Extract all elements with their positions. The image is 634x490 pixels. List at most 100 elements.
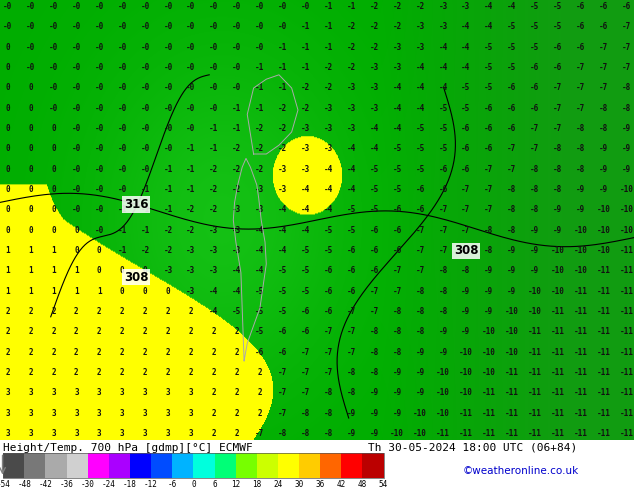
Text: 1: 1 xyxy=(29,246,33,255)
Text: -7: -7 xyxy=(576,104,585,113)
Text: -2: -2 xyxy=(209,205,219,214)
Text: -8: -8 xyxy=(439,266,448,275)
Text: -0: -0 xyxy=(255,43,264,52)
Bar xyxy=(130,452,151,477)
Text: 1: 1 xyxy=(51,287,56,295)
Text: -5: -5 xyxy=(484,83,493,93)
Text: 3: 3 xyxy=(120,429,124,438)
Text: -6: -6 xyxy=(484,104,493,113)
Text: -6: -6 xyxy=(553,43,562,52)
Text: -9: -9 xyxy=(347,429,356,438)
Text: -7: -7 xyxy=(415,246,425,255)
Text: 2: 2 xyxy=(257,409,262,417)
Text: 0: 0 xyxy=(165,287,171,295)
Bar xyxy=(24,452,46,477)
Text: -4: -4 xyxy=(415,83,425,93)
Text: -10: -10 xyxy=(436,388,450,397)
Text: -0: -0 xyxy=(141,2,150,11)
Text: -4: -4 xyxy=(301,185,310,194)
Text: 3: 3 xyxy=(120,409,124,417)
Text: -4: -4 xyxy=(392,83,402,93)
Text: -11: -11 xyxy=(459,409,473,417)
Text: 0: 0 xyxy=(5,226,10,235)
Text: -4: -4 xyxy=(347,165,356,173)
Text: 54: 54 xyxy=(379,480,388,489)
Text: 2: 2 xyxy=(5,368,10,377)
Text: -0: -0 xyxy=(186,63,195,72)
Text: -3: -3 xyxy=(392,63,402,72)
Text: -4: -4 xyxy=(255,266,264,275)
Text: -2: -2 xyxy=(255,145,264,153)
Text: -0: -0 xyxy=(232,83,242,93)
Text: 308: 308 xyxy=(454,245,478,257)
Text: -4: -4 xyxy=(415,104,425,113)
Text: -6: -6 xyxy=(462,165,470,173)
Text: -2: -2 xyxy=(232,165,242,173)
Text: -5: -5 xyxy=(415,165,425,173)
Text: -7: -7 xyxy=(370,287,379,295)
Text: -0: -0 xyxy=(49,63,58,72)
Text: -11: -11 xyxy=(574,409,588,417)
Text: -5: -5 xyxy=(415,145,425,153)
Text: -2: -2 xyxy=(392,23,402,31)
Text: -0: -0 xyxy=(72,23,81,31)
Text: -10: -10 xyxy=(551,266,564,275)
Text: -5: -5 xyxy=(255,287,264,295)
Text: -0: -0 xyxy=(209,104,219,113)
Text: -0: -0 xyxy=(141,145,150,153)
Text: -11: -11 xyxy=(619,287,633,295)
Text: -2: -2 xyxy=(370,2,379,11)
Text: -7: -7 xyxy=(255,429,264,438)
Text: 0: 0 xyxy=(5,83,10,93)
Text: -11: -11 xyxy=(505,368,519,377)
Text: -1: -1 xyxy=(278,43,287,52)
Text: -7: -7 xyxy=(553,83,562,93)
Text: -0: -0 xyxy=(72,205,81,214)
Text: -3: -3 xyxy=(415,23,425,31)
Text: -5: -5 xyxy=(347,226,356,235)
Text: -0: -0 xyxy=(94,2,104,11)
Text: -0: -0 xyxy=(117,145,127,153)
Text: -8: -8 xyxy=(439,287,448,295)
Text: -6: -6 xyxy=(370,226,379,235)
Text: -6: -6 xyxy=(415,185,425,194)
Text: -6: -6 xyxy=(278,347,287,357)
Text: -2: -2 xyxy=(278,145,287,153)
Text: -6: -6 xyxy=(462,145,470,153)
Text: 2: 2 xyxy=(51,347,56,357)
Text: -0: -0 xyxy=(164,104,172,113)
Text: -7: -7 xyxy=(324,368,333,377)
Text: -1: -1 xyxy=(301,63,310,72)
Text: -0: -0 xyxy=(49,104,58,113)
Text: 0: 0 xyxy=(5,63,10,72)
Text: -8: -8 xyxy=(301,429,310,438)
Text: -6: -6 xyxy=(370,266,379,275)
Text: -7: -7 xyxy=(278,409,287,417)
Text: -4: -4 xyxy=(439,43,448,52)
Text: 3: 3 xyxy=(74,388,79,397)
Text: -5: -5 xyxy=(370,205,379,214)
Text: -30: -30 xyxy=(81,480,94,489)
Text: -6: -6 xyxy=(462,124,470,133)
Text: -42: -42 xyxy=(39,480,53,489)
Text: -8: -8 xyxy=(576,124,585,133)
Text: -7: -7 xyxy=(347,327,356,336)
Bar xyxy=(320,452,341,477)
Text: -0: -0 xyxy=(94,63,104,72)
Text: -5: -5 xyxy=(278,307,287,316)
Text: 2: 2 xyxy=(120,307,124,316)
Text: -11: -11 xyxy=(597,429,611,438)
Text: -4: -4 xyxy=(392,124,402,133)
Text: -6: -6 xyxy=(392,226,402,235)
Text: -11: -11 xyxy=(551,327,564,336)
Text: -10: -10 xyxy=(482,327,496,336)
Text: -7: -7 xyxy=(278,388,287,397)
Text: -5: -5 xyxy=(301,246,310,255)
Text: -2: -2 xyxy=(370,23,379,31)
Text: 48: 48 xyxy=(358,480,367,489)
Text: 3: 3 xyxy=(143,429,148,438)
Text: 30: 30 xyxy=(294,480,304,489)
Text: 2: 2 xyxy=(120,368,124,377)
Text: -7: -7 xyxy=(622,23,631,31)
Text: -0: -0 xyxy=(209,2,219,11)
